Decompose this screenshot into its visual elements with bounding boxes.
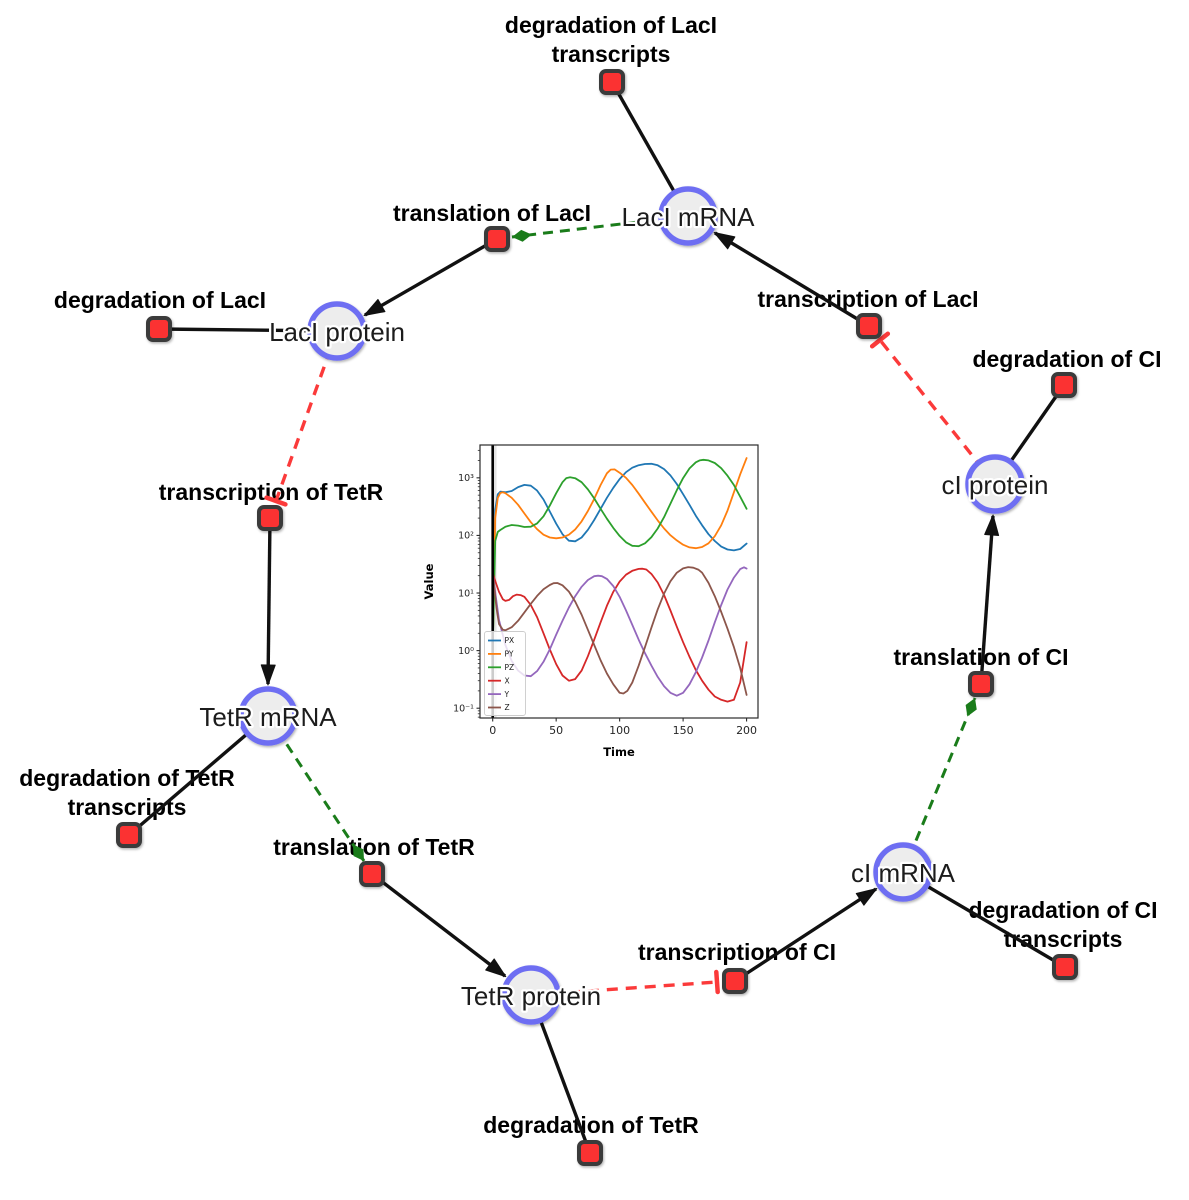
legend-label-PX: PX: [505, 636, 515, 645]
reaction-node-transcription-of-ci: [722, 968, 748, 994]
legend-label-Y: Y: [504, 690, 510, 699]
x-axis-label: Time: [603, 745, 635, 759]
legend-label-X: X: [505, 676, 510, 685]
reaction-node-translation-of-laci: [484, 226, 510, 252]
edge-production-translation-of-laci-to-laci-protein: [363, 237, 498, 317]
legend-label-Z: Z: [505, 703, 510, 712]
species-label-tetr-mrna: TetR mRNA: [199, 702, 337, 732]
nodes-layer: [116, 69, 1078, 1166]
reaction-node-translation-of-ci: [968, 671, 994, 697]
reaction-label-degradation-of-ci-transcripts: degradation of CI transcripts: [968, 897, 1157, 952]
plot-spines: [479, 444, 759, 719]
plot-series: [491, 457, 748, 703]
edges-layer: [127, 81, 1066, 1154]
reaction-node-transcription-of-laci: [856, 313, 882, 339]
reaction-label-transcription-of-tetr: transcription of TetR: [159, 479, 384, 505]
species-node-laci-mrna: [658, 186, 718, 246]
x-tick-label: 150: [673, 724, 694, 737]
reaction-node-degradation-of-laci-transcripts: [599, 69, 625, 95]
y-tick-label: 10³: [458, 473, 474, 484]
reaction-node-translation-of-tetr: [359, 861, 385, 887]
species-node-ci-mrna: [873, 842, 933, 902]
edge-modifier-ci-mrna-to-translation-of-ci: [901, 697, 977, 873]
y-axis-label: Value: [422, 563, 436, 599]
edge-consumption-ci-mrna-to-degradation-of-ci-transcripts: [902, 870, 1066, 969]
edge-modifier-tetr-mrna-to-translation-of-tetr: [266, 715, 366, 862]
reaction-label-degradation-of-tetr-transcripts: degradation of TetR transcripts: [19, 765, 235, 820]
edge-modifier-laci-mrna-to-translation-of-laci: [511, 214, 689, 242]
x-tick-label: 50: [549, 724, 563, 737]
reaction-label-degradation-of-laci: degradation of LacI: [54, 287, 266, 313]
edge-production-translation-of-tetr-to-tetr-protein: [370, 872, 507, 978]
x-tick-label: 100: [609, 724, 630, 737]
plot-line-X: [491, 567, 748, 703]
species-label-tetr-protein: TetR protein: [461, 981, 601, 1011]
plot-line-Z: [491, 566, 748, 696]
x-tick-label: 0: [489, 724, 496, 737]
reaction-node-transcription-of-tetr: [257, 505, 283, 531]
edge-production-transcription-of-laci-to-laci-mrna: [713, 231, 870, 328]
species-node-tetr-protein: [501, 965, 561, 1025]
species-label-laci-protein: LacI protein: [269, 317, 405, 347]
reaction-node-degradation-of-ci: [1051, 372, 1077, 398]
reaction-label-degradation-of-ci: degradation of CI: [972, 346, 1161, 372]
species-node-tetr-mrna: [238, 686, 298, 746]
reaction-node-degradation-of-tetr-transcripts: [116, 822, 142, 848]
y-tick-label: 10⁻¹: [453, 704, 474, 715]
reaction-label-degradation-of-laci-transcripts: degradation of LacI transcripts: [505, 12, 717, 67]
reaction-label-degradation-of-tetr: degradation of TetR: [483, 1112, 699, 1138]
species-node-laci-protein: [307, 301, 367, 361]
species-label-ci-mrna: cI mRNA: [851, 858, 956, 888]
plot-line-PX: [491, 462, 748, 652]
reaction-node-degradation-of-tetr: [577, 1140, 603, 1166]
reaction-label-translation-of-tetr: translation of TetR: [273, 834, 475, 860]
edge-production-translation-of-ci-to-ci-protein: [979, 514, 1000, 685]
y-tick-label: 10²: [458, 531, 474, 542]
species-node-ci-protein: [965, 454, 1025, 514]
edge-production-transcription-of-tetr-to-tetr-mrna: [260, 517, 276, 686]
edge-production-transcription-of-ci-to-ci-mrna: [734, 887, 878, 983]
reaction-label-transcription-of-laci: transcription of LacI: [757, 286, 978, 312]
y-tick-label: 10¹: [458, 588, 474, 599]
edge-inhibition-ci-protein-to-transcription-of-laci: [869, 331, 997, 486]
plot-legend: PX PY PZ XYZ: [484, 631, 526, 716]
y-tick-label: 10⁰: [458, 646, 474, 657]
legend-label-PZ: PZ: [505, 663, 515, 672]
edge-inhibition-tetr-protein-to-transcription-of-ci: [530, 969, 720, 997]
plot-line-Y: [491, 566, 748, 697]
reaction-label-transcription-of-ci: transcription of CI: [638, 939, 836, 965]
reaction-node-degradation-of-laci: [146, 316, 172, 342]
species-label-laci-mrna: LacI mRNA: [622, 202, 756, 232]
reaction-node-degradation-of-ci-transcripts: [1052, 954, 1078, 980]
species-labels-layer: LacI mRNA LacI protein TetR mRNA TetR prote…: [197, 200, 1051, 1014]
plot-line-PZ: [491, 458, 748, 652]
edge-consumption-tetr-mrna-to-degradation-of-tetr-transcripts: [127, 714, 270, 837]
reaction-label-translation-of-laci: translation of LacI: [393, 200, 591, 226]
x-tick-label: 200: [736, 724, 757, 737]
legend-label-PY: PY: [505, 650, 514, 659]
plot-line-PY: [491, 457, 748, 652]
species-label-ci-protein: cI protein: [942, 470, 1049, 500]
